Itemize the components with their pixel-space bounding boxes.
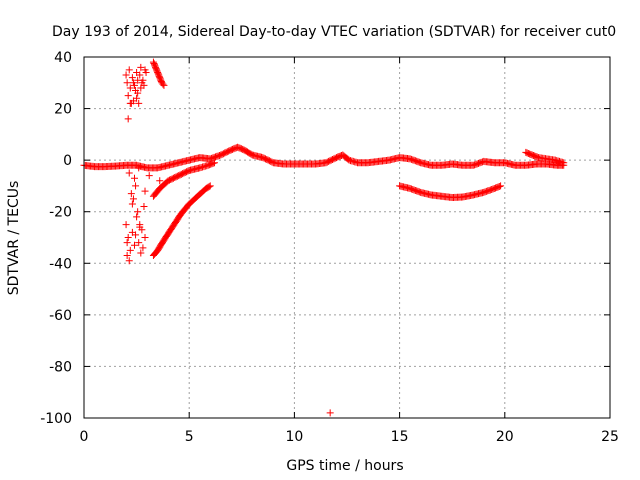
point-early-cluster xyxy=(125,257,133,265)
y-tick-label: -100 xyxy=(40,411,72,427)
point-lower-arc-2 xyxy=(210,159,218,167)
y-axis-ticks: -100 -80 -60 -40 -20 0 20 40 xyxy=(40,50,610,427)
y-tick-label: 0 xyxy=(63,153,72,169)
point-early-cluster xyxy=(123,252,131,260)
point-early-cluster xyxy=(134,208,142,216)
plot-frame xyxy=(83,56,611,419)
point-early-cluster xyxy=(129,79,137,87)
point-early-cluster xyxy=(136,223,144,231)
point-early-cluster xyxy=(140,203,148,211)
point-steep-arc xyxy=(160,81,168,89)
point-outliers xyxy=(145,172,153,180)
point-early-cluster xyxy=(134,89,142,97)
point-early-cluster xyxy=(142,68,150,76)
point-early-cluster xyxy=(123,239,131,247)
point-early-cluster xyxy=(124,234,132,241)
point-early-cluster xyxy=(137,63,145,71)
chart-title: Day 193 of 2014, Sidereal Day-to-day VTE… xyxy=(52,24,616,40)
data-points xyxy=(80,58,568,417)
y-axis-label: SDTVAR / TECUs xyxy=(6,181,22,296)
point-early-cluster xyxy=(125,169,133,177)
y-tick-label: -60 xyxy=(49,308,72,324)
point-early-cluster xyxy=(124,92,132,100)
point-early-cluster xyxy=(124,115,132,123)
y-tick-label: -40 xyxy=(49,256,72,272)
point-early-cluster xyxy=(139,244,147,252)
point-outliers xyxy=(156,177,164,185)
point-early-cluster xyxy=(126,246,134,254)
point-early-cluster xyxy=(132,182,140,190)
point-lower-arc-1 xyxy=(206,182,214,190)
point-early-cluster xyxy=(132,231,140,239)
point-early-cluster xyxy=(137,84,145,92)
point-early-cluster xyxy=(126,84,134,92)
x-tick-label: 15 xyxy=(391,429,409,445)
y-tick-label: -80 xyxy=(49,359,72,375)
point-lower-arc-1 xyxy=(205,183,213,191)
point-early-cluster xyxy=(128,200,136,208)
point-lower-arc-2 xyxy=(209,159,217,167)
point-early-cluster xyxy=(127,190,135,198)
point-early-cluster xyxy=(141,187,149,195)
x-axis-label: GPS time / hours xyxy=(286,458,403,474)
point-early-cluster xyxy=(135,99,143,107)
point-early-cluster xyxy=(122,71,130,79)
x-axis-ticks: 0 5 10 15 20 25 xyxy=(80,57,619,445)
point-early-cluster xyxy=(128,74,136,82)
point-early-cluster xyxy=(135,164,143,172)
point-early-cluster xyxy=(135,239,143,247)
point-late-arc xyxy=(497,182,505,190)
y-tick-label: -20 xyxy=(49,205,72,221)
point-early-cluster xyxy=(123,79,131,87)
point-outliers xyxy=(326,409,334,417)
point-early-cluster xyxy=(130,174,138,182)
point-early-cluster xyxy=(126,99,134,107)
point-steep-arc xyxy=(159,80,167,88)
x-tick-label: 10 xyxy=(285,429,303,445)
point-early-cluster xyxy=(136,71,144,79)
x-tick-label: 5 xyxy=(185,429,194,445)
x-tick-label: 0 xyxy=(80,429,89,445)
point-early-cluster xyxy=(122,221,130,229)
point-early-cluster xyxy=(133,213,141,221)
point-late-arc xyxy=(495,182,503,190)
point-upper-branch xyxy=(560,159,568,167)
point-early-cluster xyxy=(134,76,142,84)
y-tick-label: 20 xyxy=(54,102,72,118)
point-early-cluster xyxy=(125,66,133,74)
x-tick-label: 20 xyxy=(496,429,514,445)
point-early-cluster xyxy=(130,241,138,249)
y-tick-label: 40 xyxy=(54,50,72,66)
point-early-cluster xyxy=(129,195,137,203)
point-early-cluster xyxy=(133,94,141,102)
gridlines xyxy=(84,57,610,418)
x-tick-label: 25 xyxy=(601,429,619,445)
point-early-cluster xyxy=(141,234,149,241)
point-early-cluster xyxy=(137,249,145,257)
